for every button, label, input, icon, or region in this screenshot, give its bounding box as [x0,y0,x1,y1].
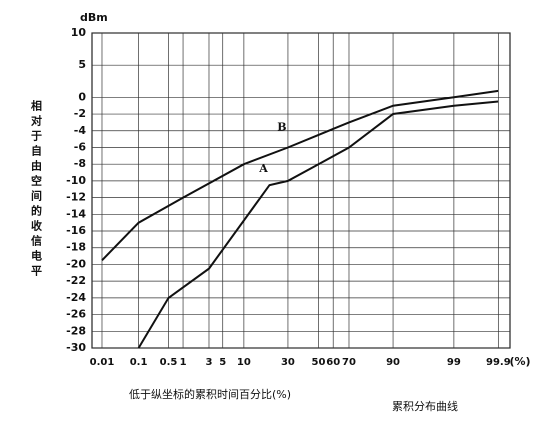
x-tick-label: 60 [326,357,340,368]
x-tick-label: 90 [386,357,400,368]
y-tick-label: -12 [66,191,86,204]
y-unit: dBm [80,11,108,24]
x-tick-label: 70 [342,357,356,368]
x-tick-label: 0.1 [130,357,148,368]
x-unit: (%) [509,355,530,368]
y-tick-label: -16 [66,224,86,237]
x-tick-label: 50 [312,357,326,368]
y-tick-label: -28 [66,324,86,337]
y-tick-label: 10 [71,26,87,39]
y-tick-label: -4 [74,124,87,137]
x-tick-label: 30 [281,357,295,368]
x-tick-label: 0.01 [90,357,115,368]
caption: 累积分布曲线 [392,399,458,413]
data-line [101,89,499,261]
y-tick-label: 5 [78,58,86,71]
x-tick-label: 10 [237,357,251,368]
y-tick-label: -30 [66,341,86,354]
y-tick-label: -2 [74,107,86,120]
x-tick-label: 99 [447,357,461,368]
data-line [137,100,499,349]
y-tick-label: -14 [66,207,86,220]
y-axis-label: 相对于自由空间的收信电平 [30,99,43,280]
y-tick-label: -10 [66,174,86,187]
y-tick-label: -6 [74,140,87,153]
y-tick-label: -24 [66,291,86,304]
curve-label: A [258,162,268,175]
x-axis-label: 低于纵坐标的累积时间百分比(%) [129,387,291,401]
y-tick-label: -26 [66,308,86,321]
x-tick-label: 3 [206,357,213,368]
plot-frame [91,32,511,349]
y-tick-label: -18 [66,241,86,254]
x-tick-label: 99.9 [486,357,511,368]
x-tick-label: 0.5 [160,357,178,368]
y-tick-label: -22 [66,274,86,287]
y-tick-label: -20 [66,257,86,270]
y-tick-label: 0 [78,90,86,103]
curve-label: B [277,120,286,133]
x-tick-label: 5 [219,357,226,368]
y-tick-label: -8 [74,157,86,170]
x-tick-label: 1 [180,357,187,368]
